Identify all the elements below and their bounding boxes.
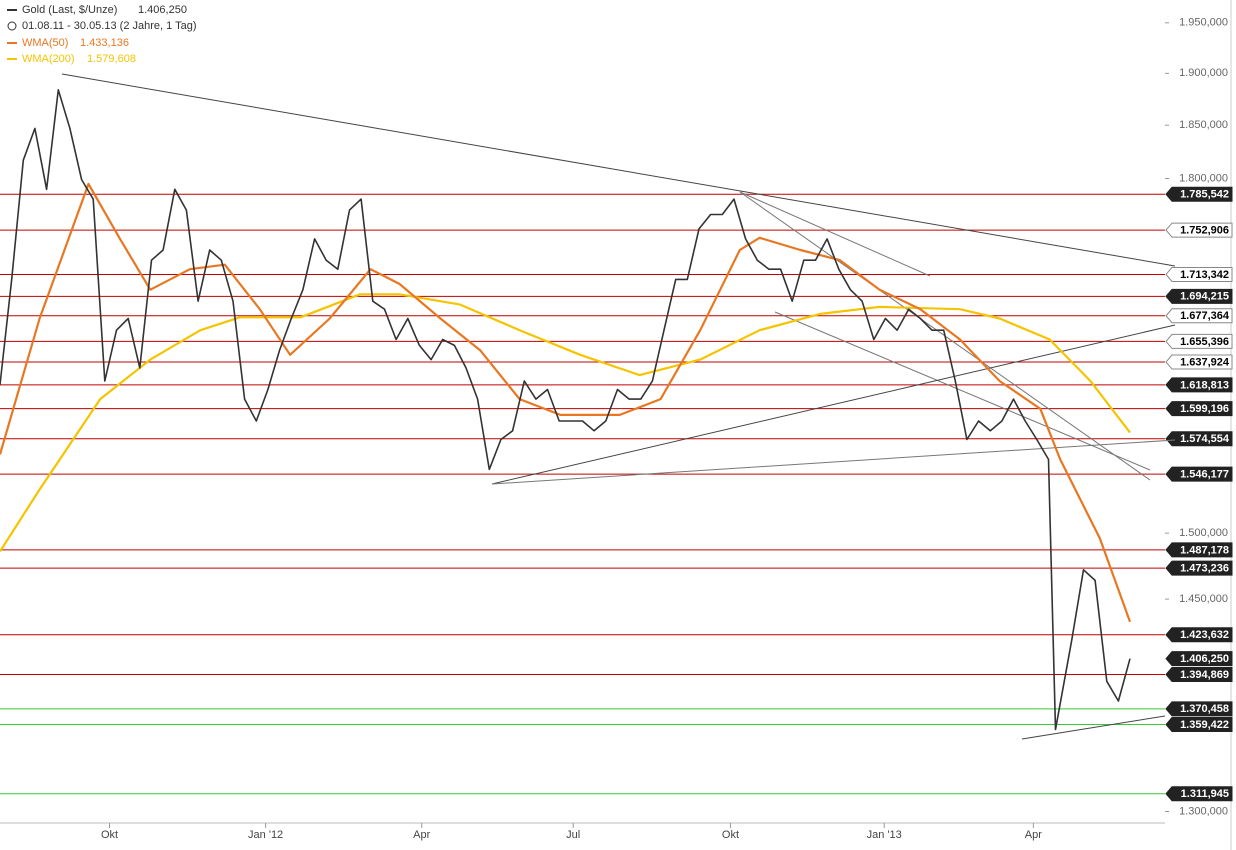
trend-lines bbox=[61, 73, 1176, 740]
level-label-box bbox=[1165, 222, 1233, 238]
trend-line bbox=[774, 311, 1151, 471]
levels: 1.785,542 1.752,906 1.713,342 1.694,215 1.67… bbox=[0, 186, 1233, 802]
last-value-label-box bbox=[1165, 651, 1233, 667]
level-label-box bbox=[1165, 786, 1233, 802]
level-label: 1.487,178 bbox=[1180, 544, 1229, 556]
level-label: 1.618,813 bbox=[1180, 379, 1229, 391]
level-label: 1.752,906 bbox=[1180, 224, 1229, 236]
legend-label: Gold (Last, $/Unze) bbox=[22, 4, 117, 16]
level-label: 1.574,554 bbox=[1180, 433, 1230, 445]
subtitle: 01.08.11 - 30.05.13 (2 Jahre, 1 Tag) bbox=[22, 20, 197, 32]
series-line bbox=[0, 182, 1132, 623]
y-tick-label: 1.300,000 bbox=[1179, 805, 1228, 817]
level-label: 1.637,924 bbox=[1180, 356, 1230, 368]
clock-icon bbox=[7, 21, 17, 31]
level-label-box bbox=[1165, 333, 1233, 349]
y-tick-label: 1.800,000 bbox=[1179, 172, 1228, 184]
level-label-box bbox=[1165, 266, 1233, 282]
level-label-box bbox=[1165, 666, 1233, 682]
last-value-label: 1.406,250 bbox=[1180, 653, 1229, 665]
legend: Gold (Last, $/Unze) 1.406,250 01.08.11 -… bbox=[7, 4, 197, 65]
level-label: 1.655,396 bbox=[1180, 336, 1229, 348]
legend-value: 1.406,250 bbox=[138, 4, 187, 16]
level-label-box bbox=[1165, 560, 1233, 576]
level-label: 1.785,542 bbox=[1180, 189, 1229, 201]
level-label-box bbox=[1165, 186, 1233, 202]
series-line bbox=[0, 89, 1131, 731]
legend-value: 1.433,136 bbox=[80, 37, 129, 49]
level-label-box bbox=[1165, 701, 1233, 717]
series-lines bbox=[0, 89, 1132, 731]
level-label-box bbox=[1165, 354, 1233, 370]
level-label: 1.370,458 bbox=[1180, 703, 1229, 715]
y-tick-label: 1.450,000 bbox=[1179, 593, 1228, 605]
level-label: 1.713,342 bbox=[1180, 269, 1229, 281]
axes: 1.950,000 1.900,000 1.850,000 1.800,000 1.50… bbox=[101, 17, 1228, 841]
legend-label: WMA(50) bbox=[22, 37, 68, 49]
level-label: 1.423,632 bbox=[1180, 629, 1229, 641]
trend-line bbox=[61, 73, 1176, 267]
level-label: 1.394,869 bbox=[1180, 669, 1229, 681]
legend-label: WMA(200) bbox=[22, 53, 75, 65]
level-label-box bbox=[1165, 627, 1233, 643]
y-tick-label: 1.950,000 bbox=[1179, 17, 1228, 29]
y-tick-label: 1.850,000 bbox=[1179, 119, 1228, 131]
level-label-box bbox=[1165, 717, 1233, 733]
level-label: 1.677,364 bbox=[1180, 310, 1230, 322]
x-tick-label: Jan '13 bbox=[867, 829, 902, 841]
level-label-box bbox=[1165, 377, 1233, 393]
y-tick-label: 1.900,000 bbox=[1179, 67, 1228, 79]
x-tick-label: Apr bbox=[413, 829, 430, 841]
level-label-box bbox=[1165, 542, 1233, 558]
trend-line bbox=[739, 191, 931, 277]
x-tick-label: Jan '12 bbox=[248, 829, 283, 841]
trend-line bbox=[1021, 715, 1166, 740]
level-label-box bbox=[1165, 431, 1233, 447]
level-label: 1.359,422 bbox=[1180, 719, 1229, 731]
level-label: 1.546,177 bbox=[1180, 469, 1229, 481]
x-tick-label: Apr bbox=[1025, 829, 1042, 841]
level-label-box bbox=[1165, 466, 1233, 482]
level-label: 1.473,236 bbox=[1180, 563, 1229, 575]
x-tick-label: Okt bbox=[101, 829, 118, 841]
trend-line bbox=[491, 439, 1176, 485]
level-label: 1.311,945 bbox=[1181, 788, 1229, 800]
x-tick-label: Jul bbox=[566, 829, 580, 841]
level-label-box bbox=[1165, 308, 1233, 324]
level-label-box bbox=[1165, 401, 1233, 417]
level-label-box bbox=[1165, 288, 1233, 304]
series-line bbox=[0, 293, 1131, 552]
x-tick-label: Okt bbox=[722, 829, 739, 841]
level-label: 1.694,215 bbox=[1180, 291, 1229, 303]
level-label: 1.599,196 bbox=[1180, 403, 1229, 415]
y-tick-label: 1.500,000 bbox=[1179, 527, 1228, 539]
legend-value: 1.579,608 bbox=[87, 53, 136, 65]
